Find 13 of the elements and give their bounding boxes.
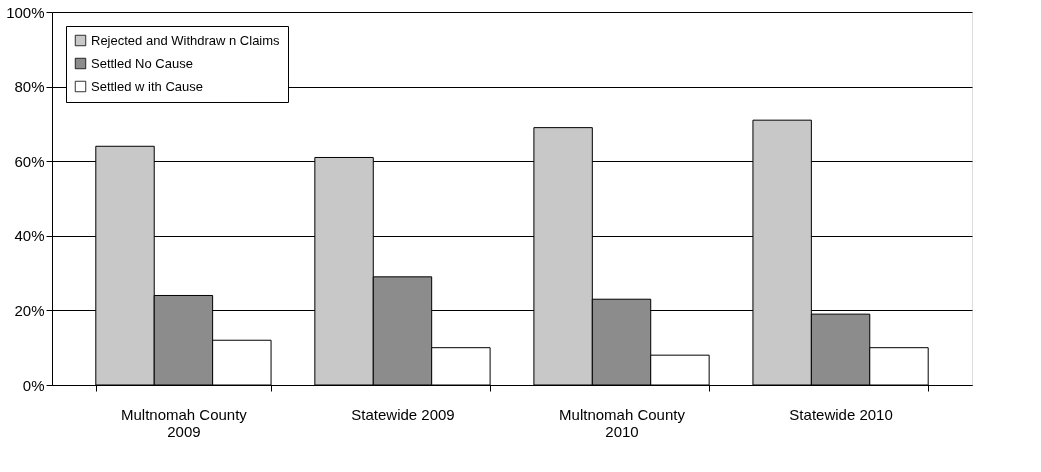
legend-label: Settled No Cause	[91, 55, 193, 71]
x-tick-label: Statewide 2009	[351, 405, 455, 423]
y-tick-label: 60%	[14, 152, 45, 170]
y-tick-label: 0%	[22, 376, 45, 394]
legend-label: Rejected and Withdraw n Claims	[91, 32, 281, 48]
y-tick-label: 40%	[14, 227, 45, 245]
y-tick-label: 20%	[14, 301, 45, 319]
x-tick-label: Statewide 2010	[789, 405, 893, 423]
legend-label: Settled w ith Cause	[91, 78, 204, 94]
y-tick-label: 80%	[14, 78, 45, 96]
y-tick-label: 100%	[6, 3, 45, 21]
x-tick-label: Multnomah County 2009	[120, 405, 248, 440]
x-tick-label: Multnomah County 2010	[559, 405, 686, 440]
